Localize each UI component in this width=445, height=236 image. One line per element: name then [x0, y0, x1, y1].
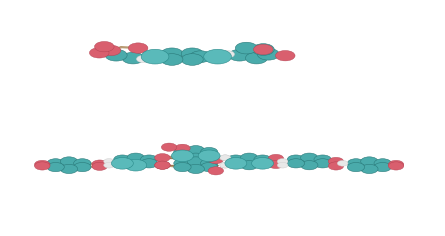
- Circle shape: [127, 160, 144, 170]
- Circle shape: [200, 148, 218, 157]
- Circle shape: [257, 48, 279, 60]
- Circle shape: [221, 51, 235, 58]
- Circle shape: [104, 162, 114, 168]
- Circle shape: [171, 150, 194, 162]
- Circle shape: [360, 157, 378, 166]
- Circle shape: [187, 157, 205, 166]
- Circle shape: [275, 51, 295, 61]
- Circle shape: [348, 162, 365, 172]
- Circle shape: [94, 42, 114, 52]
- Circle shape: [277, 159, 288, 164]
- Circle shape: [251, 157, 274, 169]
- Circle shape: [254, 159, 271, 168]
- Circle shape: [127, 153, 144, 162]
- Circle shape: [174, 162, 191, 172]
- Circle shape: [92, 160, 107, 168]
- Circle shape: [268, 160, 283, 169]
- Circle shape: [122, 52, 144, 64]
- Circle shape: [174, 151, 191, 160]
- Circle shape: [227, 155, 245, 164]
- Circle shape: [241, 160, 258, 170]
- Circle shape: [227, 159, 245, 168]
- Circle shape: [155, 161, 170, 169]
- Circle shape: [388, 162, 404, 170]
- Circle shape: [287, 155, 305, 164]
- Circle shape: [287, 159, 305, 168]
- Circle shape: [220, 155, 231, 160]
- Circle shape: [328, 157, 344, 165]
- Circle shape: [61, 164, 78, 173]
- Circle shape: [254, 44, 273, 55]
- Circle shape: [246, 52, 267, 64]
- Circle shape: [360, 164, 378, 173]
- Circle shape: [114, 155, 131, 164]
- Circle shape: [200, 159, 218, 168]
- Circle shape: [174, 159, 191, 168]
- Circle shape: [241, 153, 258, 162]
- Circle shape: [174, 148, 191, 157]
- Circle shape: [175, 144, 190, 152]
- Circle shape: [125, 159, 147, 171]
- Circle shape: [155, 161, 170, 169]
- Circle shape: [208, 156, 223, 164]
- Circle shape: [74, 162, 91, 172]
- Circle shape: [111, 157, 134, 169]
- Circle shape: [348, 159, 365, 168]
- Circle shape: [141, 49, 169, 64]
- Circle shape: [388, 160, 404, 169]
- Circle shape: [200, 162, 218, 172]
- Circle shape: [220, 162, 231, 168]
- Circle shape: [220, 162, 231, 168]
- Circle shape: [328, 162, 344, 170]
- Circle shape: [144, 51, 166, 63]
- Circle shape: [204, 49, 231, 64]
- Circle shape: [187, 146, 205, 155]
- Circle shape: [141, 155, 158, 164]
- Circle shape: [220, 155, 231, 160]
- Circle shape: [35, 160, 50, 169]
- Circle shape: [252, 44, 274, 55]
- Circle shape: [137, 55, 150, 63]
- Circle shape: [301, 160, 318, 170]
- Circle shape: [181, 54, 203, 65]
- Circle shape: [161, 54, 183, 65]
- Circle shape: [374, 159, 392, 168]
- Circle shape: [314, 155, 331, 164]
- Circle shape: [74, 159, 91, 168]
- Circle shape: [190, 51, 212, 63]
- Circle shape: [114, 159, 131, 168]
- Circle shape: [92, 162, 107, 170]
- Circle shape: [101, 45, 121, 56]
- Circle shape: [200, 151, 218, 160]
- Circle shape: [187, 153, 205, 162]
- Circle shape: [277, 162, 288, 168]
- Circle shape: [104, 159, 114, 164]
- Circle shape: [187, 164, 205, 173]
- Circle shape: [141, 159, 158, 168]
- Circle shape: [229, 49, 251, 61]
- Circle shape: [47, 159, 64, 168]
- Circle shape: [268, 154, 283, 163]
- Circle shape: [155, 154, 170, 162]
- Circle shape: [198, 150, 220, 162]
- Circle shape: [254, 155, 271, 164]
- Circle shape: [314, 159, 331, 168]
- Circle shape: [35, 162, 50, 170]
- Circle shape: [225, 157, 247, 169]
- Circle shape: [47, 162, 64, 172]
- Circle shape: [128, 43, 148, 53]
- Circle shape: [162, 143, 177, 151]
- Circle shape: [374, 162, 392, 172]
- Circle shape: [181, 48, 203, 60]
- Circle shape: [61, 157, 78, 166]
- Circle shape: [301, 153, 318, 162]
- Circle shape: [337, 160, 348, 166]
- Circle shape: [235, 42, 257, 54]
- Circle shape: [161, 48, 183, 60]
- Circle shape: [208, 167, 223, 175]
- Circle shape: [89, 48, 109, 58]
- Circle shape: [105, 49, 127, 61]
